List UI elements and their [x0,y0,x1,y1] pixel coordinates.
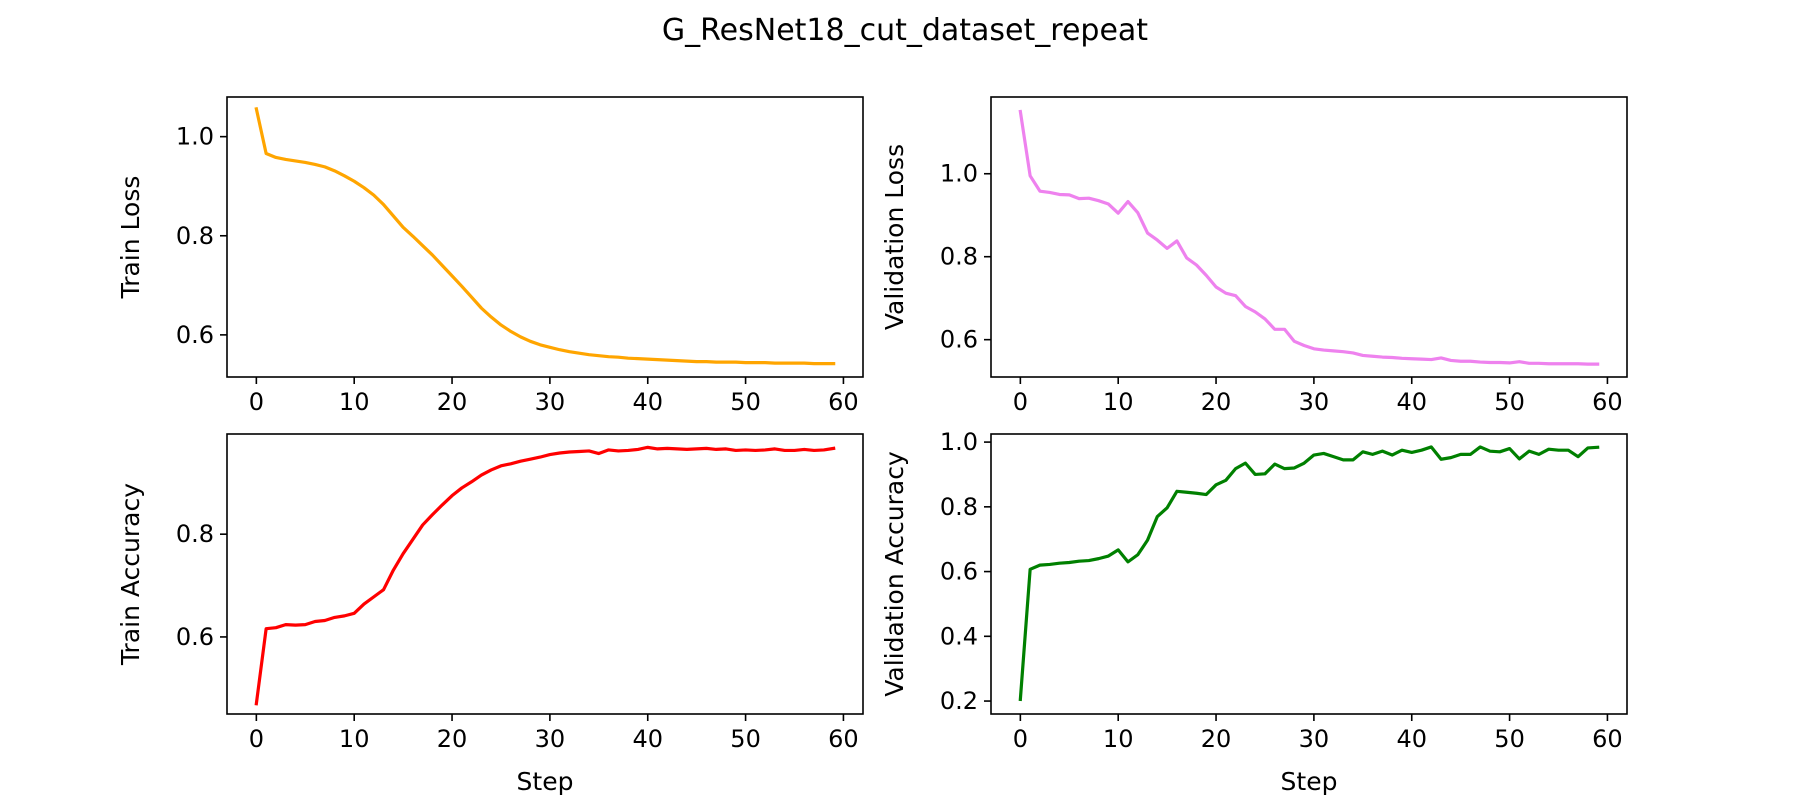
validation-loss-axes-frame [990,96,1628,378]
train-accuracy-series-line [254,445,836,706]
figure-title: G_ResNet18_cut_dataset_repeat [662,13,1148,48]
validation-accuracy-x-tick-label: 50 [1494,725,1525,753]
validation-loss-x-tick-label: 40 [1396,388,1427,416]
validation-loss-x-tick-label: 50 [1494,388,1525,416]
validation-loss-x-tick-label: 60 [1592,388,1623,416]
validation-accuracy-x-tick-label: 60 [1592,725,1623,753]
train-accuracy-x-axis-label: Step [517,767,574,796]
train-accuracy-x-tick-label: 30 [535,725,566,753]
validation-accuracy-y-tick-label: 0.4 [940,622,978,650]
train-accuracy-x-tick-label: 60 [828,725,859,753]
validation-loss-series-line [1018,109,1600,366]
validation-loss-x-tick-label: 20 [1201,388,1232,416]
validation-accuracy-y-tick-label: 0.6 [940,558,978,586]
validation-loss-y-tick-label: 1.0 [940,160,978,188]
validation-accuracy-x-tick-label: 30 [1299,725,1330,753]
train-loss-y-axis-label: Train Loss [116,176,145,300]
validation-accuracy-x-tick-label: 40 [1396,725,1427,753]
validation-accuracy-x-tick-label: 20 [1201,725,1232,753]
subplot-validation-loss: 0 10 20 30 40 50 60 0.6 0.8 1.0 Validation Loss [880,96,1628,416]
validation-loss-x-tick-label: 0 [1013,388,1028,416]
train-loss-y-tick-label: 1.0 [176,123,214,151]
train-loss-y-tick-label: 0.8 [176,222,214,250]
subplot-train-accuracy: 0 10 20 30 40 50 60 0.6 0.8 Train Accuracy Step [116,433,864,796]
validation-loss-y-tick-label: 0.8 [940,243,978,271]
validation-accuracy-y-tick-label: 0.2 [940,687,978,715]
train-loss-x-tick-label: 30 [535,388,566,416]
validation-accuracy-axes-frame [990,433,1628,715]
validation-accuracy-x-axis-label: Step [1281,767,1338,796]
train-loss-x-tick-label: 60 [828,388,859,416]
train-accuracy-y-tick-label: 0.6 [176,623,214,651]
train-loss-series-line [254,106,836,366]
subplot-train-loss: 0 10 20 30 40 50 60 0.6 0.8 1.0 Train Loss [116,96,864,416]
validation-accuracy-x-tick-label: 0 [1013,725,1028,753]
validation-loss-x-tick-label: 10 [1103,388,1134,416]
train-loss-axes-frame [226,96,864,378]
validation-loss-x-tick-label: 30 [1299,388,1330,416]
validation-accuracy-y-tick-label: 0.8 [940,493,978,521]
train-accuracy-x-tick-label: 50 [730,725,761,753]
validation-accuracy-x-tick-label: 10 [1103,725,1134,753]
train-loss-y-tick-label: 0.6 [176,321,214,349]
validation-loss-y-tick-label: 0.6 [940,326,978,354]
validation-accuracy-y-tick-label: 1.0 [940,428,978,456]
train-accuracy-axes-frame [226,433,864,715]
validation-accuracy-series-line [1018,445,1600,702]
train-loss-x-tick-label: 40 [632,388,663,416]
train-loss-x-tick-label: 20 [437,388,468,416]
train-accuracy-y-tick-label: 0.8 [176,520,214,548]
train-accuracy-x-tick-label: 0 [249,725,264,753]
subplot-validation-accuracy: 0 10 20 30 40 50 60 0.2 0.4 0.6 0.8 1.0 Validation A… [880,428,1628,796]
validation-loss-y-axis-label: Validation Loss [880,144,909,330]
train-loss-x-tick-label: 0 [249,388,264,416]
train-loss-x-tick-label: 10 [339,388,370,416]
train-loss-x-tick-label: 50 [730,388,761,416]
validation-accuracy-y-axis-label: Validation Accuracy [880,451,909,697]
train-accuracy-x-tick-label: 10 [339,725,370,753]
train-accuracy-x-tick-label: 40 [632,725,663,753]
train-accuracy-x-tick-label: 20 [437,725,468,753]
train-accuracy-y-axis-label: Train Accuracy [116,483,145,666]
